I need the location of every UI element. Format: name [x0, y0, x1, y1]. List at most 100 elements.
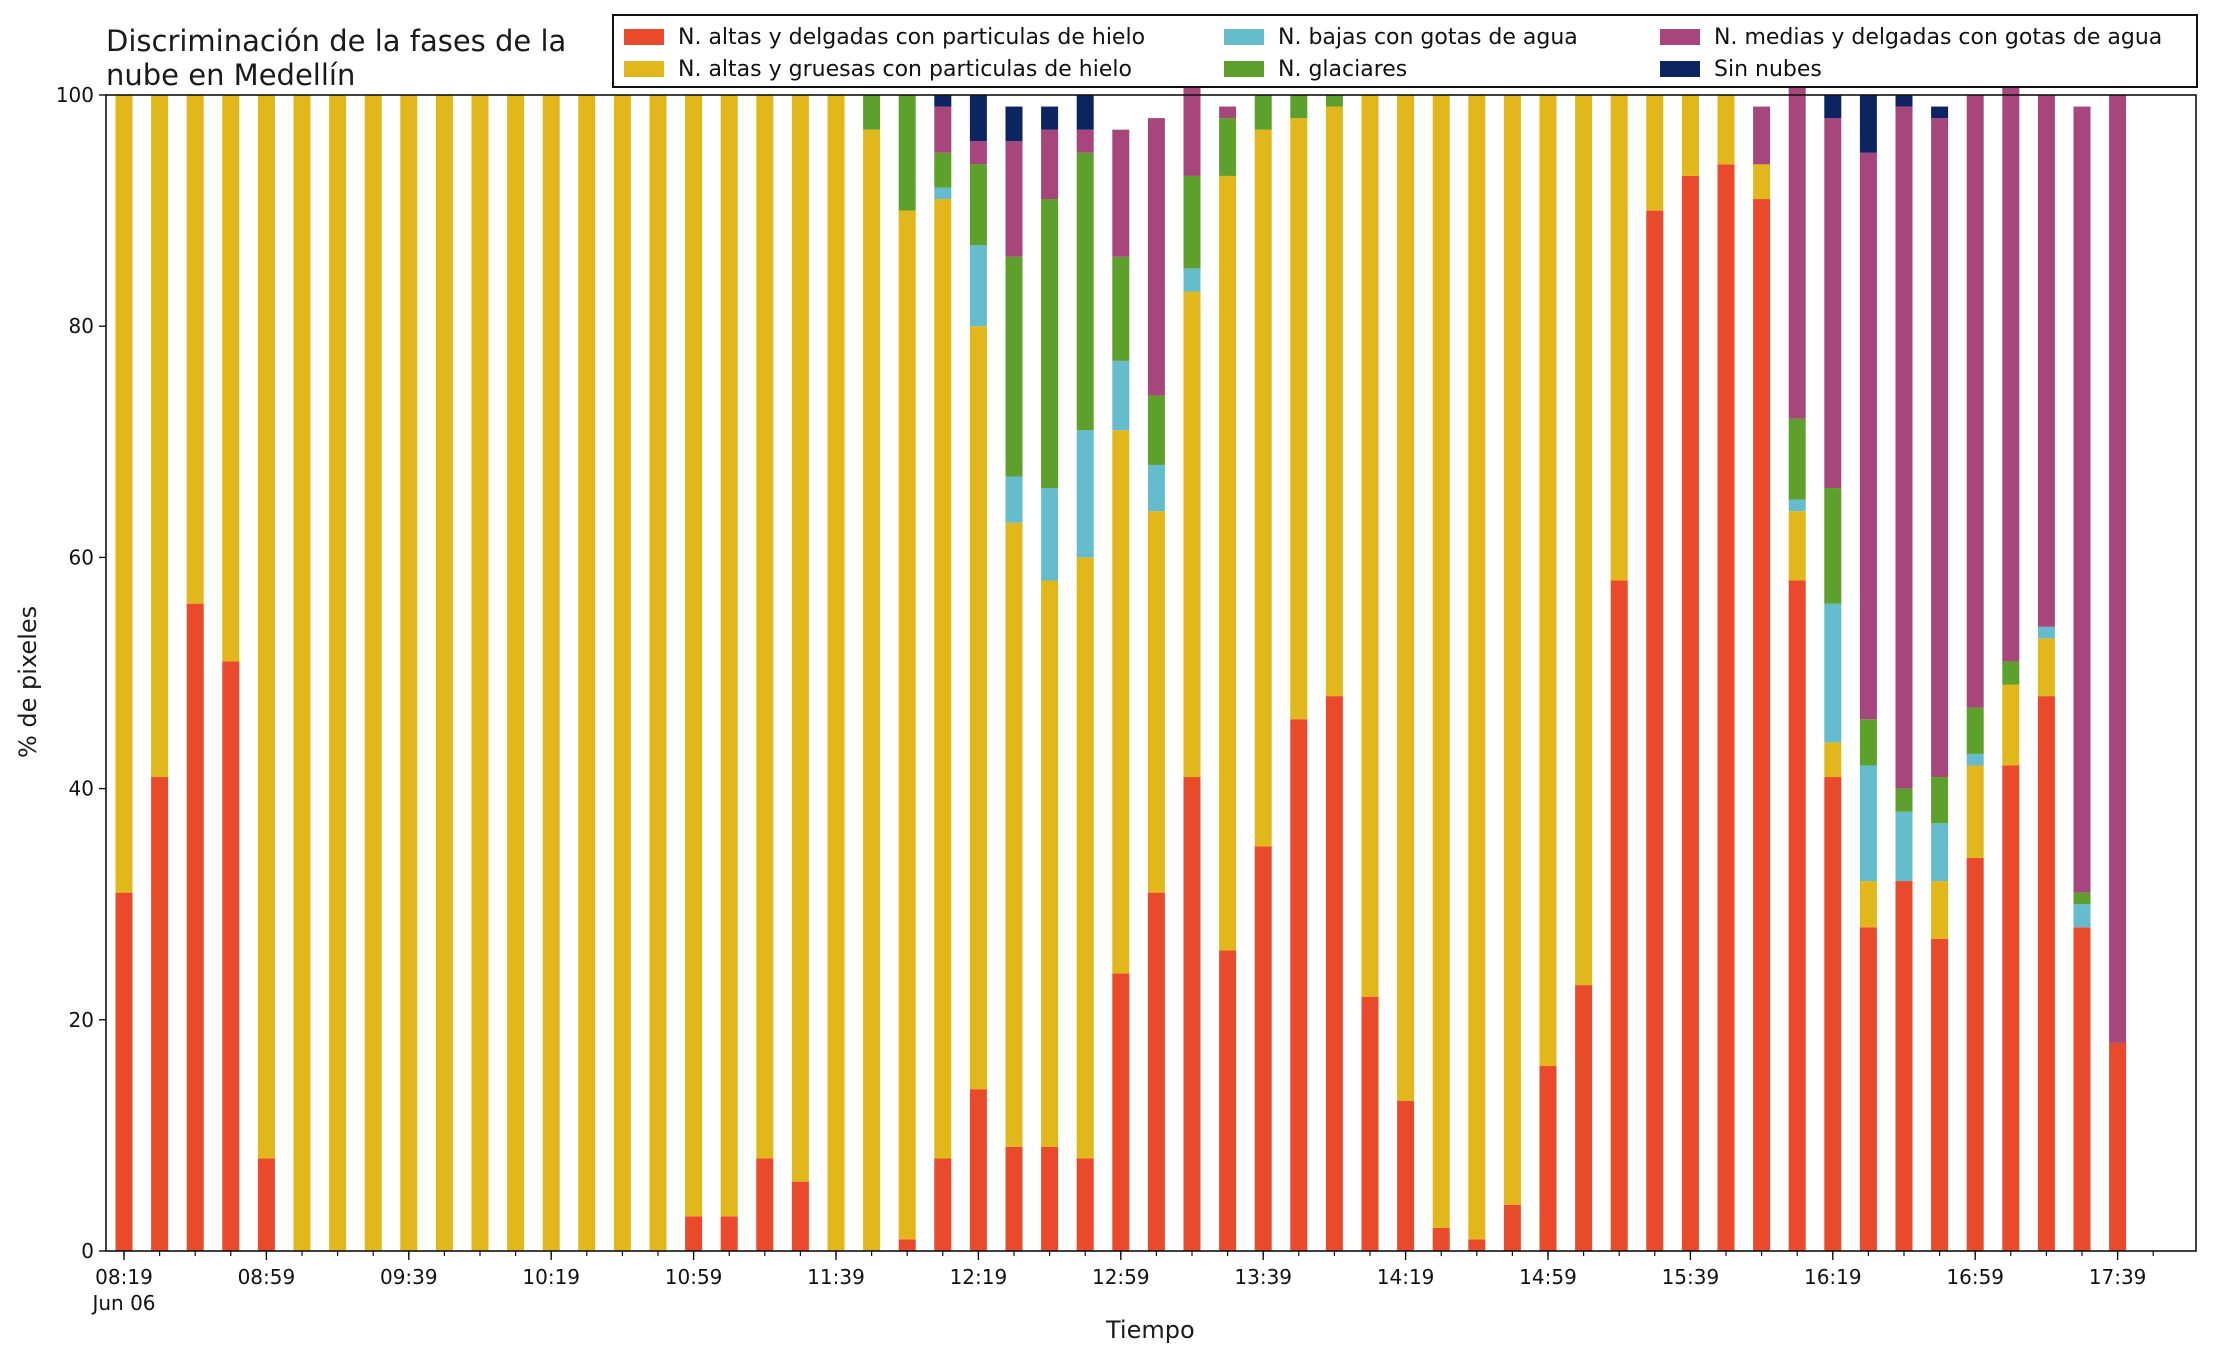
bar-segment — [1041, 106, 1059, 130]
plot-frame — [105, 94, 2197, 1252]
x-tick-label: 12:59 — [1092, 1265, 1150, 1289]
bar-segment — [1966, 765, 1984, 858]
bar-segment — [1895, 788, 1913, 812]
bar-segment — [2002, 83, 2020, 662]
bar-segment — [364, 95, 382, 1251]
bar-segment — [1183, 268, 1201, 292]
bar-segment — [1041, 488, 1059, 581]
bar-segment — [1646, 210, 1664, 1252]
bar-segment — [1717, 95, 1735, 165]
bar-segment — [1859, 95, 1877, 153]
legend-item: Sin nubes — [1660, 54, 1822, 84]
bar-segment — [1824, 777, 1842, 1251]
bar-segment — [934, 1158, 952, 1251]
y-tick-label: 100 — [56, 83, 94, 107]
bar-segment — [1931, 106, 1949, 119]
bar-segment — [1788, 511, 1806, 581]
bar-segment — [756, 1158, 774, 1251]
legend-label: Sin nubes — [1714, 56, 1822, 82]
bar-segment — [1931, 938, 1949, 1251]
legend-label: N. altas y delgadas con particulas de hi… — [678, 24, 1146, 50]
bar-segment — [1147, 511, 1165, 893]
x-date-label: Jun 06 — [90, 1291, 155, 1315]
bar-segment — [1859, 927, 1877, 1251]
bar-segment — [720, 95, 738, 1217]
bar-segment — [1112, 430, 1130, 974]
bar-segment — [1717, 164, 1735, 1252]
x-axis-label: Tiempo — [1106, 1316, 1195, 1344]
bar-segment — [1147, 395, 1165, 465]
bar-segment — [2037, 626, 2055, 639]
bar-segment — [1931, 118, 1949, 778]
bar-segment — [685, 95, 703, 1217]
bar-segment — [2002, 661, 2020, 685]
bar-segment — [1005, 522, 1023, 1147]
bar-segment — [1788, 580, 1806, 1251]
bar-segment — [1290, 118, 1308, 720]
bar-segment — [1183, 291, 1201, 778]
bar-segment — [1432, 1227, 1450, 1251]
y-tick-label: 40 — [69, 777, 94, 801]
bar-segment — [934, 152, 952, 188]
bar-segment — [578, 95, 596, 1251]
bar-segment — [471, 95, 489, 1251]
bar-segment — [791, 1181, 809, 1251]
bar-segment — [1575, 95, 1593, 986]
bar-segment — [1005, 256, 1023, 477]
bar-segment — [1859, 765, 1877, 882]
bar-segment — [1966, 707, 1984, 754]
bar-segment — [1147, 118, 1165, 396]
bar-segment — [1219, 106, 1237, 119]
bar-segment — [969, 1089, 987, 1251]
bar-segment — [1041, 580, 1059, 1147]
bar-segment — [2073, 927, 2091, 1251]
bar-segment — [1112, 256, 1130, 361]
bar-segment — [1290, 719, 1308, 1251]
x-tick-label: 10:19 — [522, 1265, 580, 1289]
bar-segment — [1041, 1146, 1059, 1251]
bar-segment — [293, 95, 311, 1251]
bar-segment — [2002, 684, 2020, 766]
bar-segment — [1432, 95, 1450, 1228]
bar-segment — [2109, 95, 2127, 1043]
bar-segment — [1219, 118, 1237, 176]
bar-segment — [1219, 175, 1237, 951]
bar-segment — [756, 95, 774, 1159]
y-tick-label: 80 — [69, 314, 94, 338]
x-tick-label: 16:19 — [1804, 1265, 1862, 1289]
x-tick-label: 16:59 — [1946, 1265, 2004, 1289]
bar-segment — [1895, 106, 1913, 789]
bar-segment — [1539, 1066, 1557, 1251]
y-axis-label: % de pixeles — [14, 605, 42, 758]
bar-segment — [827, 95, 845, 1251]
bar-segment — [542, 95, 560, 1251]
bar-segment — [1112, 129, 1130, 257]
legend-swatch — [1660, 29, 1700, 45]
bar-segment — [1931, 881, 1949, 939]
bar-segment — [898, 1239, 916, 1251]
bar-segment — [1895, 881, 1913, 1251]
bar-segment — [400, 95, 418, 1251]
bar-segment — [1824, 95, 1842, 119]
bar-segment — [2109, 1042, 2127, 1251]
bar-segment — [969, 141, 987, 165]
bar-segment — [1147, 464, 1165, 512]
bar-segment — [1753, 106, 1771, 165]
bar-segment — [1966, 95, 1984, 708]
legend-item: N. altas y delgadas con particulas de hi… — [624, 22, 1145, 52]
bar-segment — [1966, 753, 1984, 766]
bar-segment — [1290, 95, 1308, 119]
bar-segment — [1005, 1146, 1023, 1251]
bar-segment — [1753, 164, 1771, 200]
bar-segment — [257, 95, 275, 1159]
bar-segment — [934, 199, 952, 1159]
bar-segment — [1112, 360, 1130, 431]
bar-segment — [2037, 638, 2055, 697]
bar-segment — [1183, 777, 1201, 1251]
bar-segment — [2073, 892, 2091, 905]
bar-segment — [1681, 95, 1699, 176]
legend-item: N. bajas con gotas de agua — [1224, 22, 1578, 52]
bar-segment — [934, 106, 952, 153]
x-tick-label: 11:39 — [807, 1265, 865, 1289]
